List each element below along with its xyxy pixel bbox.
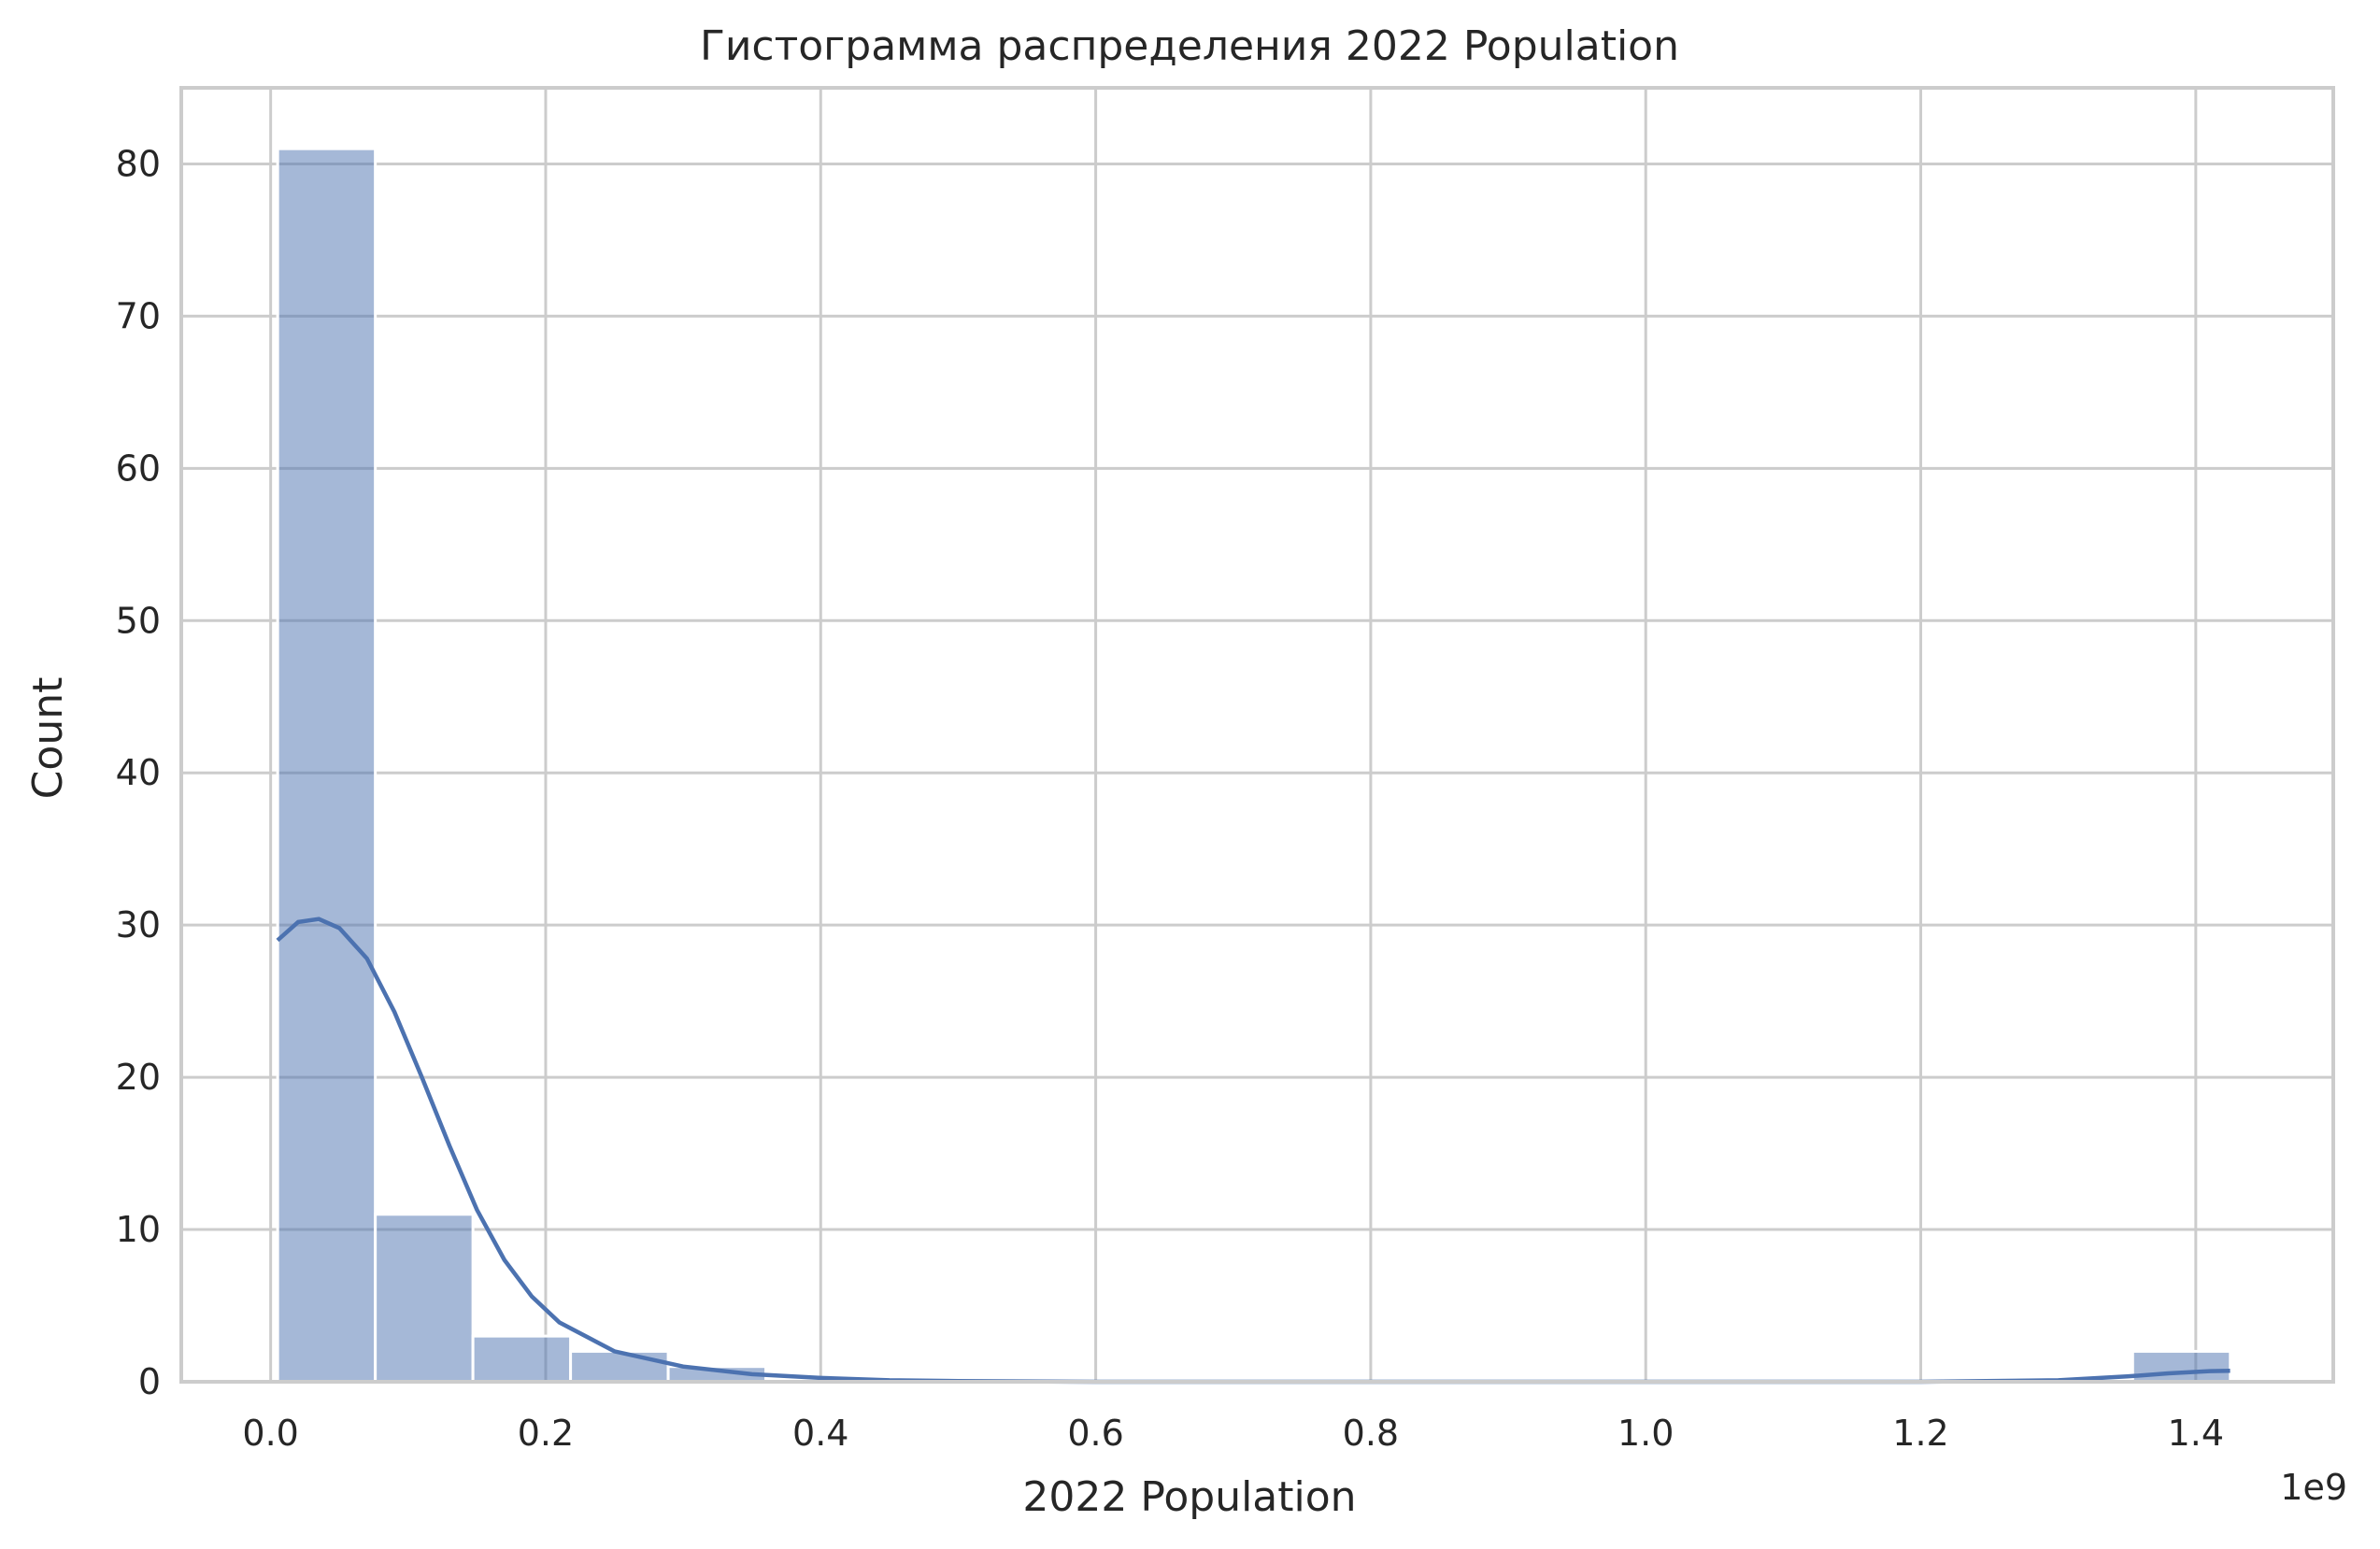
x-tick-label: 1.0 — [1618, 1413, 1674, 1454]
y-tick-label: 70 — [116, 295, 161, 336]
x-tick-label: 0.0 — [242, 1413, 298, 1454]
x-tick-labels: 0.0 0.2 0.4 0.6 0.8 1.0 1.2 1.4 — [242, 1413, 2224, 1454]
x-tick-label: 1.2 — [1892, 1413, 1948, 1454]
y-tick-label: 0 — [138, 1361, 161, 1402]
x-tick-label: 0.4 — [792, 1413, 848, 1454]
y-axis-label: Count — [24, 677, 72, 800]
y-tick-label: 50 — [116, 600, 161, 641]
plot-frame — [179, 86, 2335, 1384]
x-tick-label: 0.6 — [1067, 1413, 1123, 1454]
x-axis-label: 2022 Population — [1022, 1473, 1356, 1521]
x-tick-label: 0.2 — [518, 1413, 574, 1454]
x-tick-label: 1.4 — [2168, 1413, 2224, 1454]
y-tick-label: 20 — [116, 1057, 161, 1098]
y-tick-label: 30 — [116, 904, 161, 945]
x-axis-offset-label: 1e9 — [2280, 1467, 2347, 1508]
y-tick-label: 10 — [116, 1209, 161, 1250]
y-tick-label: 60 — [116, 448, 161, 489]
y-tick-label: 40 — [116, 752, 161, 793]
y-tick-labels: 0 10 20 30 40 50 60 70 80 — [116, 143, 161, 1402]
histogram-bar — [276, 147, 378, 1384]
histogram-bars — [276, 147, 2232, 1384]
y-tick-label: 80 — [116, 143, 161, 184]
grid-lines — [181, 88, 2333, 1384]
kde-curve — [276, 917, 2230, 1385]
histogram-bar — [374, 1213, 475, 1384]
histogram-bar — [471, 1334, 573, 1384]
x-tick-label: 0.8 — [1343, 1413, 1399, 1454]
histogram-bar — [569, 1349, 670, 1384]
chart-title: Гистограмма распределения 2022 Populatio… — [700, 22, 1679, 70]
histogram-bar — [2131, 1349, 2232, 1384]
